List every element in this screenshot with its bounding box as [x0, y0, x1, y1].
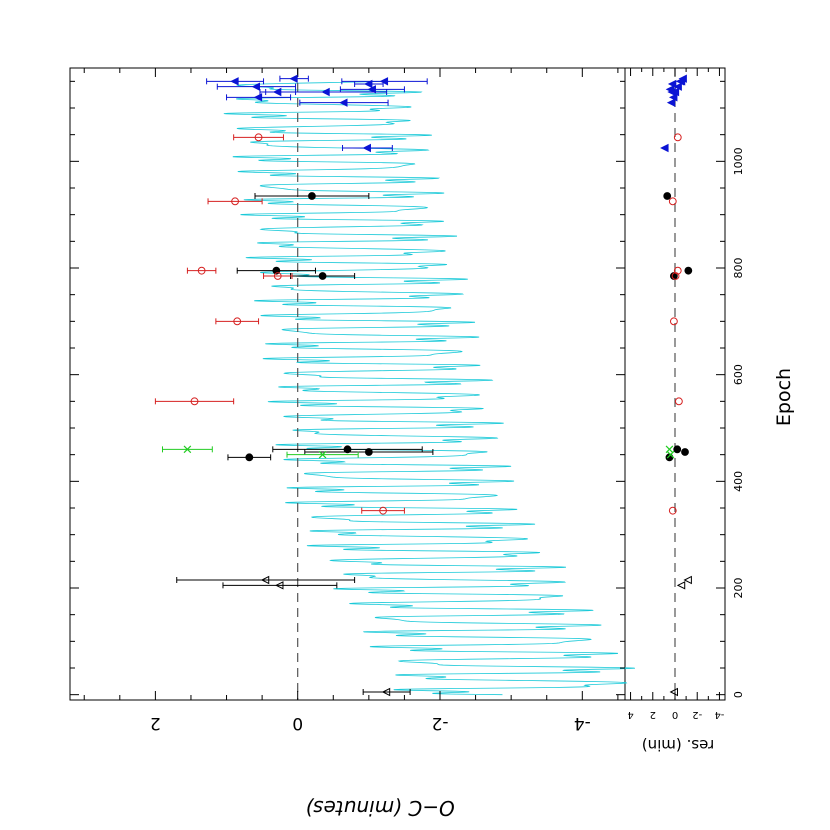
- residual-point: [674, 397, 683, 406]
- residual-point: [673, 445, 682, 454]
- cross-stroke: [318, 450, 327, 459]
- residual-tick-label: 4: [627, 709, 633, 720]
- residual-point: [669, 317, 678, 326]
- oc-point: [253, 93, 263, 102]
- model-curve-layer: [223, 80, 636, 696]
- residual-point: [683, 575, 692, 585]
- zero-lines: [297, 68, 676, 700]
- residual-point: [681, 448, 689, 456]
- main-panel-frame: [69, 67, 626, 701]
- oc-point: [362, 143, 371, 153]
- oc-point: [379, 506, 387, 515]
- residual-point: [665, 85, 675, 94]
- residual-point: [676, 581, 686, 590]
- oc-point: [339, 98, 348, 107]
- oc-point: [364, 448, 373, 456]
- oc-point: [343, 445, 352, 454]
- cross-stroke: [665, 445, 674, 454]
- epoch-tick-label: 400: [732, 471, 745, 492]
- oc-point: [273, 272, 282, 280]
- axis-ticks: [70, 68, 725, 700]
- tick-labels: 0 200 400 600 800 1000 -4 -2 0 2 -4 -2 0 2 4: [150, 147, 745, 733]
- residual-point: [667, 79, 677, 89]
- oc-point: [379, 77, 389, 86]
- oc-point: [318, 450, 327, 459]
- oc-point: [321, 87, 330, 97]
- residual-point: [671, 272, 680, 280]
- residual-tick-label: 2: [650, 709, 656, 720]
- residual-point: [665, 445, 674, 454]
- oc-point: [231, 197, 239, 206]
- x-axis-label: Epoch: [773, 368, 795, 426]
- residual-point: [660, 143, 669, 153]
- oc-point: [254, 133, 263, 142]
- oc-point: [197, 266, 206, 275]
- residual-axis-label: res. (min): [642, 736, 714, 754]
- oc-point: [245, 453, 254, 462]
- residual-point: [673, 82, 682, 91]
- residual-point: [673, 266, 682, 275]
- epoch-tick-label: 800: [732, 258, 745, 279]
- epoch-tick-label: 1000: [732, 147, 745, 175]
- residual-point: [673, 133, 682, 142]
- cross-stroke: [183, 445, 192, 454]
- epoch-tick-label: 200: [732, 578, 745, 599]
- residual-tick-label: -2: [692, 709, 702, 720]
- oc-point: [183, 445, 192, 454]
- oc-point: [363, 79, 373, 89]
- oc-point: [318, 272, 327, 280]
- oc-point: [233, 317, 242, 326]
- y-axis-label: O−C (minutes): [305, 796, 454, 820]
- epoch-tick-label: 600: [732, 364, 745, 385]
- residual-tick-label: -4: [714, 709, 724, 720]
- oc-point: [275, 581, 284, 590]
- oc-point: [230, 77, 239, 86]
- oc-point: [289, 74, 298, 83]
- data-points: [154, 74, 693, 697]
- residual-point: [670, 87, 680, 97]
- residual-point: [668, 506, 677, 515]
- oc-tick-label: -4: [574, 713, 591, 733]
- model-curve: [223, 80, 636, 696]
- oc-point: [251, 82, 260, 91]
- residual-point: [678, 74, 687, 83]
- oc-point: [190, 397, 199, 406]
- oc-tick-label: 0: [292, 713, 303, 733]
- oc-point: [260, 575, 270, 585]
- epoch-tick-label: 0: [732, 691, 745, 698]
- oc-tick-label: -2: [432, 713, 449, 733]
- oc-point: [381, 687, 391, 697]
- residual-point: [668, 197, 677, 206]
- residual-tick-label: 0: [672, 709, 678, 720]
- oc-point: [308, 192, 316, 200]
- residual-point: [663, 192, 672, 200]
- residual-point: [684, 266, 693, 275]
- oc-tick-label: 2: [150, 713, 161, 733]
- residual-point: [669, 687, 679, 697]
- residual-point: [666, 98, 676, 107]
